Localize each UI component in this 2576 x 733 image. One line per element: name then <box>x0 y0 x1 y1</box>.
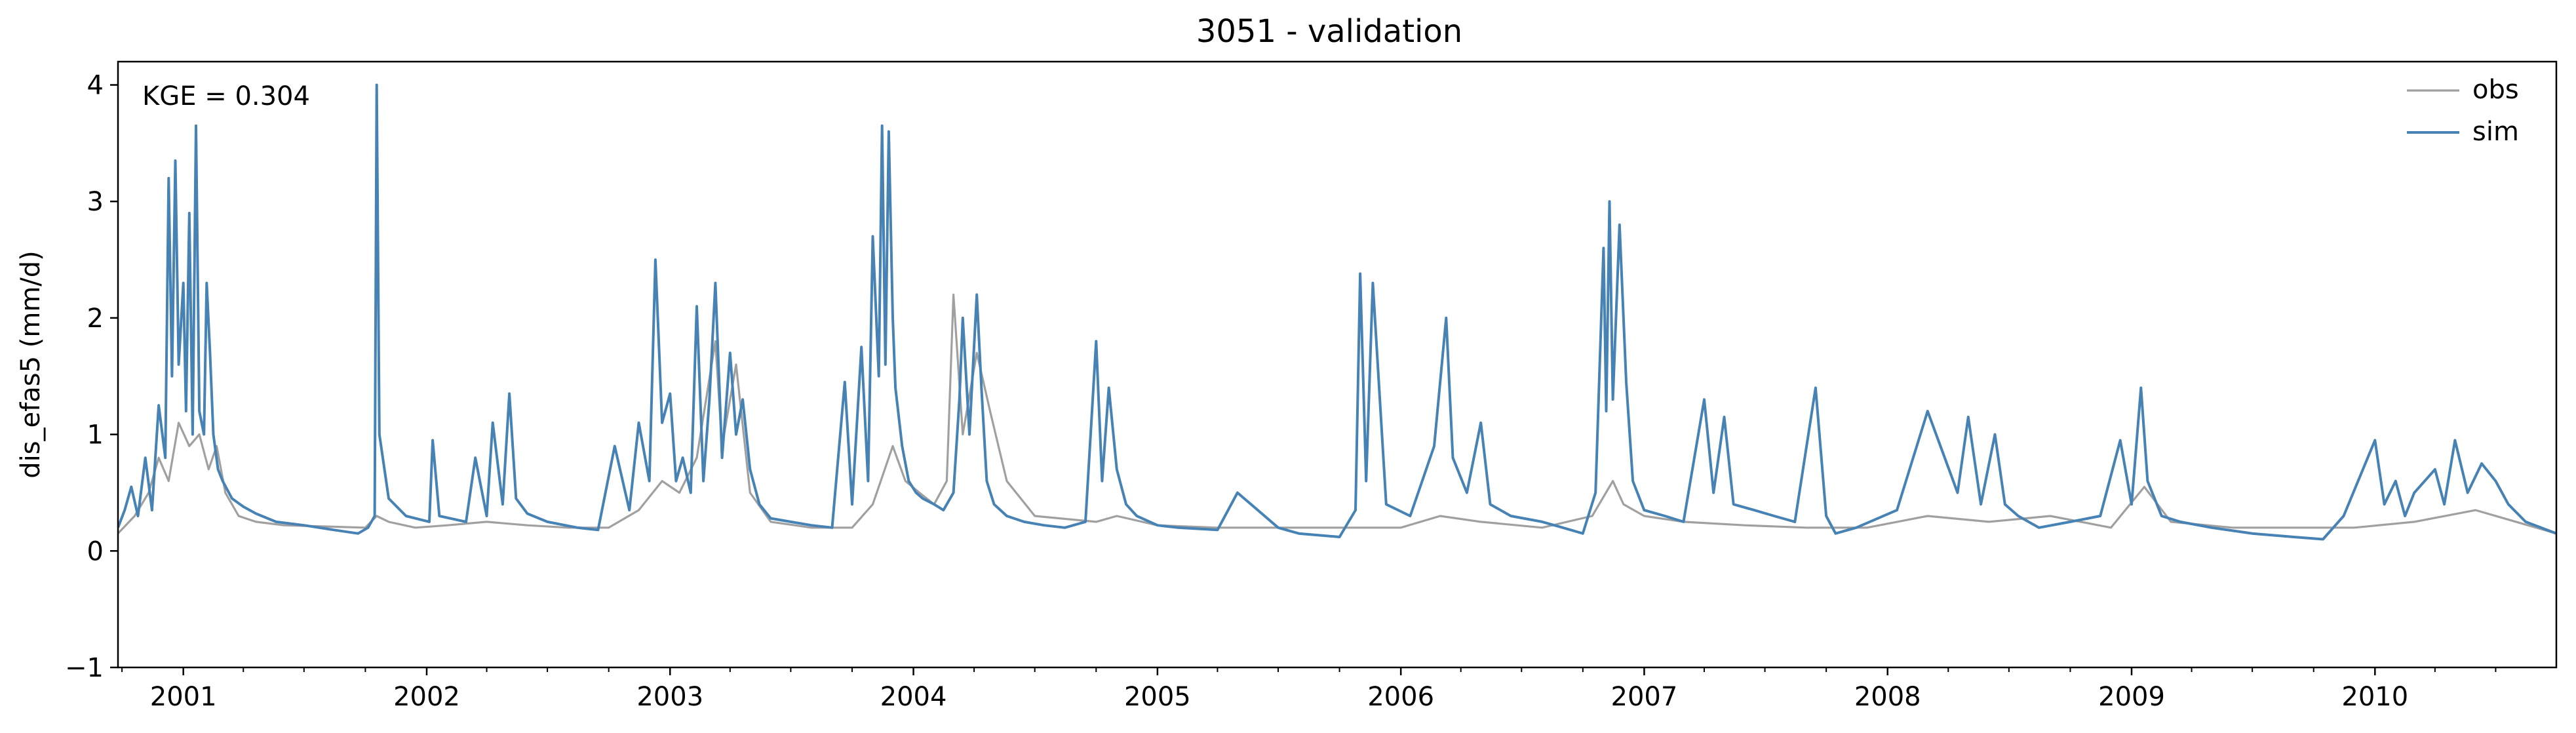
legend-label-sim: sim <box>2472 117 2519 147</box>
x-tick-label: 2010 <box>2341 682 2408 712</box>
obs-series-line <box>118 293 2556 535</box>
y-tick-label: −1 <box>65 653 104 683</box>
series-layer <box>118 83 2556 541</box>
x-axis: 2001 2002 2003 2004 2005 2006 2007 2008 2009 2010 <box>121 667 2497 712</box>
x-tick-label: 2005 <box>1124 682 1191 712</box>
y-axis: −1 0 1 2 3 4 <box>65 71 118 683</box>
legend-label-obs: obs <box>2472 75 2519 105</box>
x-tick-label: 2003 <box>636 682 703 712</box>
y-tick-label: 1 <box>87 420 104 450</box>
plot-frame <box>117 60 2558 669</box>
x-tick-label: 2001 <box>150 682 217 712</box>
x-tick-label: 2002 <box>393 682 460 712</box>
legend: obs sim <box>2407 75 2519 147</box>
sim-series-line <box>118 83 2556 541</box>
y-axis-label: dis_efas5 (mm/d) <box>16 250 46 479</box>
x-tick-label: 2007 <box>1611 682 1678 712</box>
chart-title: 3051 - validation <box>1196 13 1462 50</box>
kge-annotation: KGE = 0.304 <box>142 81 310 111</box>
y-tick-label: 3 <box>87 187 104 217</box>
y-tick-label: 2 <box>87 304 104 334</box>
x-tick-label: 2008 <box>1854 682 1921 712</box>
y-tick-label: 4 <box>87 71 104 101</box>
x-tick-label: 2006 <box>1367 682 1434 712</box>
y-tick-label: 0 <box>87 536 104 566</box>
x-tick-label: 2004 <box>880 682 947 712</box>
x-tick-label: 2009 <box>2098 682 2165 712</box>
